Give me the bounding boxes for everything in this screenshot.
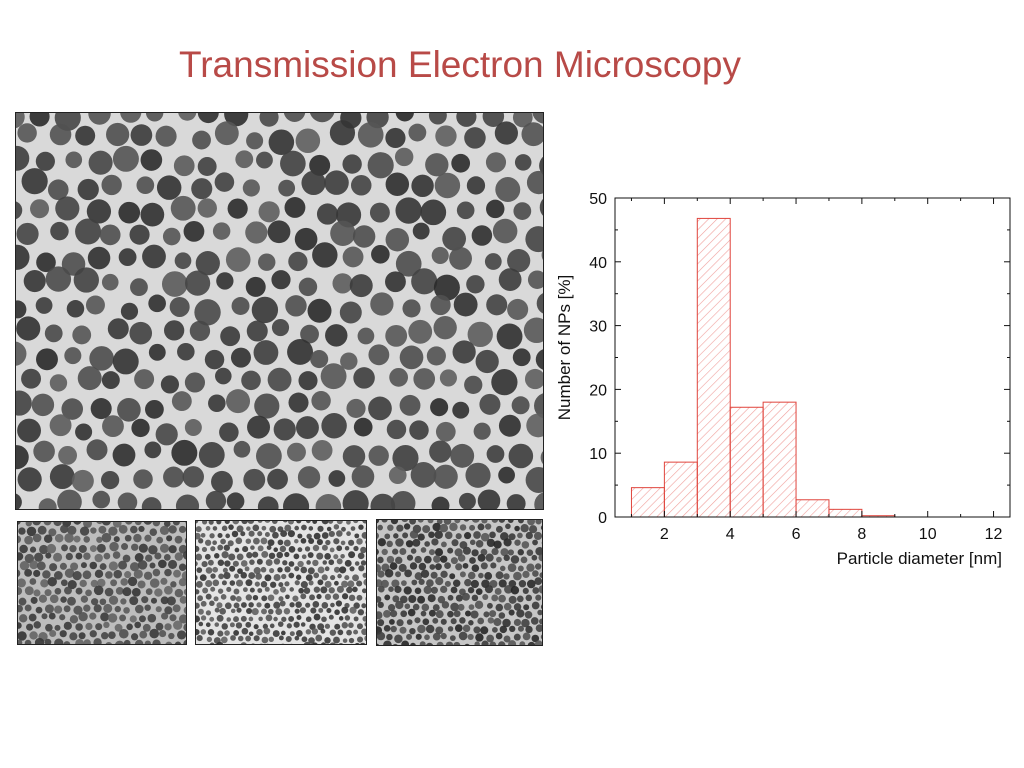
x-tick-label: 8 (857, 526, 866, 543)
x-tick-label: 2 (660, 526, 669, 543)
slide-title: Transmission Electron Microscopy (178, 44, 741, 85)
y-tick-label: 0 (598, 510, 607, 527)
tem-micrograph-b (195, 520, 367, 645)
y-axis-label: Number of NPs [%] (555, 275, 574, 421)
particle-size-histogram: 2 4 6 8 10 12 0 10 20 30 40 50 Particle diameter [n… (555, 191, 1011, 568)
y-tick-label: 10 (589, 446, 607, 463)
x-tick-label: 4 (726, 526, 735, 543)
histogram-bars (630, 217, 896, 518)
histogram-bar-7 (828, 508, 863, 518)
histogram-bar-2 (663, 461, 698, 518)
axis-ticks: 2 4 6 8 10 12 0 10 20 30 40 50 (589, 191, 1010, 543)
histogram-bar-5 (762, 401, 797, 518)
y-tick-label: 50 (589, 191, 607, 208)
x-axis-label: Particle diameter [nm] (837, 549, 1002, 568)
histogram-bar-6 (795, 499, 830, 518)
y-tick-label: 20 (589, 382, 607, 399)
histogram-bar-4 (729, 406, 764, 518)
x-tick-label: 6 (792, 526, 801, 543)
histogram-bar-1 (630, 487, 665, 518)
tem-micrograph-a (17, 521, 187, 645)
x-tick-label: 10 (919, 526, 937, 543)
tem-micrograph-c (376, 519, 543, 646)
y-tick-label: 30 (589, 319, 607, 336)
tem-micrograph-main (15, 112, 544, 510)
y-tick-label: 40 (589, 255, 607, 272)
histogram-bar-3 (696, 217, 731, 518)
x-tick-label: 12 (985, 526, 1003, 543)
